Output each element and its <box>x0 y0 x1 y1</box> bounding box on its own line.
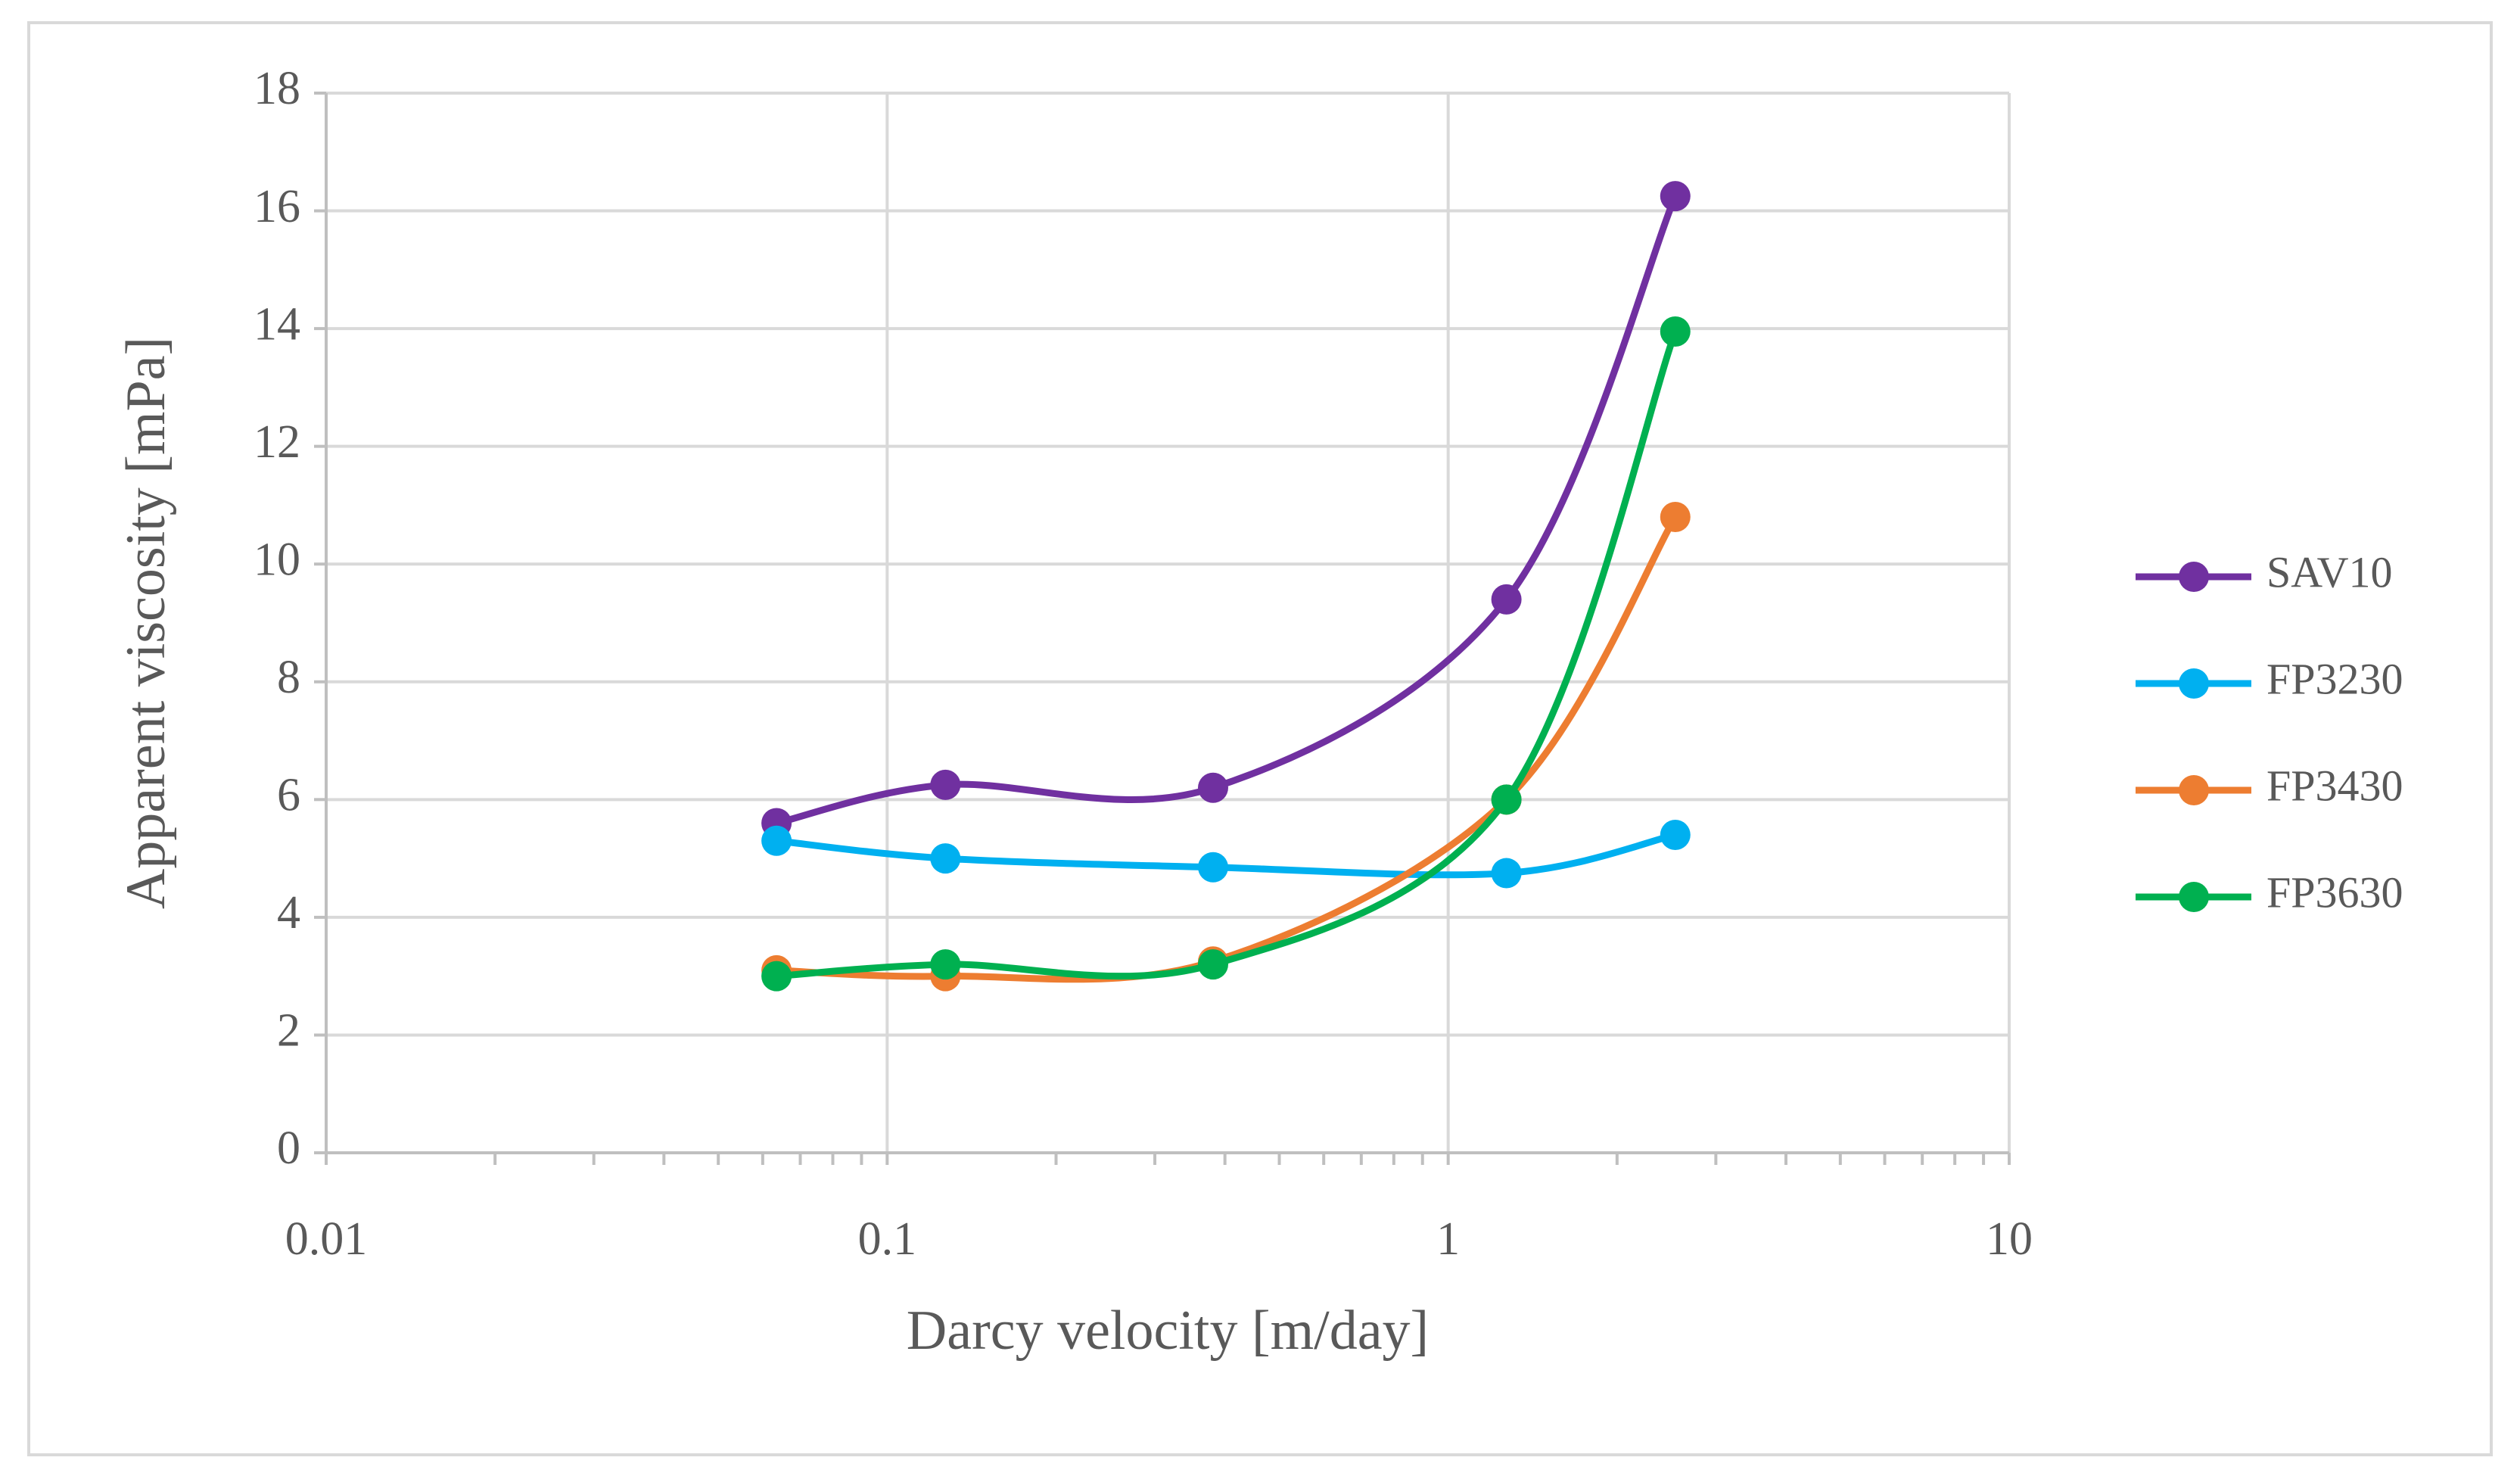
data-point <box>1491 584 1522 615</box>
x-tick-label: 10 <box>1986 1213 2033 1265</box>
data-point <box>1197 772 1228 803</box>
data-point <box>761 825 792 856</box>
series-line <box>773 192 1679 827</box>
data-point <box>1197 949 1228 980</box>
data-point <box>1660 316 1691 347</box>
legend-marker <box>2179 775 2209 805</box>
y-tick-label: 6 <box>277 770 300 821</box>
legend-label: FP3430 <box>2266 761 2403 810</box>
data-point <box>930 769 961 800</box>
legend-marker <box>2179 668 2209 699</box>
y-tick-label: 14 <box>254 298 300 350</box>
x-tick-label: 0.01 <box>285 1213 368 1265</box>
data-point <box>1491 858 1522 889</box>
x-axis-title: Darcy velocity [m/day] <box>907 1300 1429 1362</box>
y-tick-label: 10 <box>254 534 300 585</box>
legend-marker <box>2179 562 2209 592</box>
legend-label: FP3630 <box>2266 867 2403 917</box>
data-point <box>1660 181 1691 212</box>
y-tick-label: 2 <box>277 1005 300 1057</box>
data-point <box>930 843 961 874</box>
y-tick-label: 0 <box>277 1123 300 1174</box>
series-line <box>773 513 1679 983</box>
y-tick-label: 18 <box>254 63 300 114</box>
y-axis-title: Apparent viscosity [mPa] <box>115 337 177 909</box>
data-point <box>1197 852 1228 883</box>
data-point <box>761 961 792 992</box>
data-point <box>1660 820 1691 850</box>
data-point <box>1491 784 1522 815</box>
legend-marker <box>2179 882 2209 912</box>
x-tick-label: 1 <box>1436 1213 1460 1265</box>
data-point <box>1660 502 1691 532</box>
legend-label: FP3230 <box>2266 654 2403 703</box>
x-tick-label: 0.1 <box>858 1213 917 1265</box>
y-tick-label: 16 <box>254 181 300 232</box>
data-point <box>930 949 961 980</box>
y-tick-label: 4 <box>277 887 300 939</box>
legend-label: SAV10 <box>2266 547 2393 596</box>
y-tick-label: 12 <box>254 416 300 468</box>
chart-frame <box>27 21 2493 1456</box>
y-tick-label: 8 <box>277 652 300 703</box>
